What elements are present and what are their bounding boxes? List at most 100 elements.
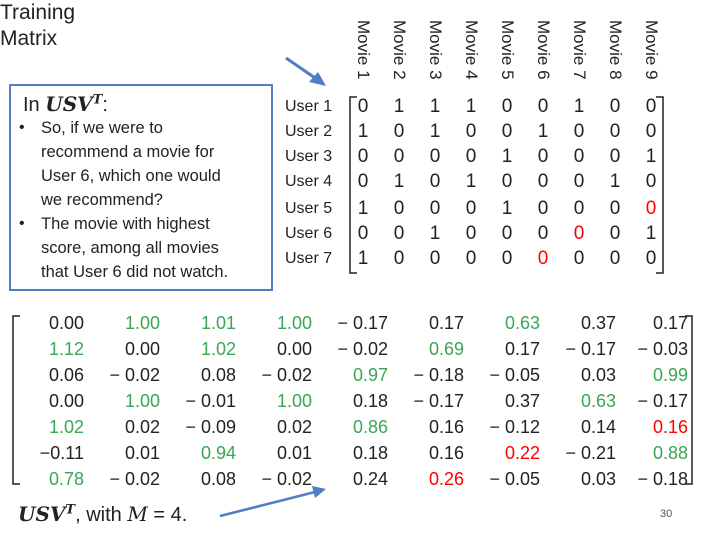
title-arrow (285, 56, 319, 82)
training-cell: 0 (573, 121, 585, 142)
bullet-text-line: recommend a movie for (41, 143, 215, 161)
result-cell: 0.00 (124, 339, 160, 359)
training-cell: 0 (393, 198, 405, 219)
page-title: Training Matrix (0, 1, 76, 50)
movie-header: Movie 8 (606, 20, 625, 80)
bottom-label: USVT, with M = 4. (18, 502, 188, 526)
result-cell: 0.16 (428, 417, 464, 437)
result-cell: 0.69 (428, 339, 464, 359)
result-cell: 0.37 (580, 313, 616, 333)
training-cell: 1 (465, 96, 477, 117)
training-cell: 1 (609, 171, 621, 192)
result-cell: 0.02 (276, 417, 312, 437)
training-cell: 0 (537, 223, 549, 244)
result-cell: − 0.02 (337, 339, 388, 359)
training-cell: 0 (393, 121, 405, 142)
result-cell: 0.02 (124, 417, 160, 437)
training-cell: 0 (465, 248, 477, 269)
result-cell: 1.12 (48, 339, 84, 359)
training-cell: 1 (573, 96, 585, 117)
training-cell: 0 (645, 96, 657, 117)
result-cell: 0.78 (48, 469, 84, 489)
result-cell: 0.26 (428, 469, 464, 489)
training-cell: 0 (645, 248, 657, 269)
training-cell: 1 (537, 121, 549, 142)
training-cell: 0 (465, 121, 477, 142)
training-cell: 0 (429, 146, 441, 167)
result-right-bracket (685, 315, 693, 485)
result-cell: − 0.05 (489, 469, 540, 489)
training-cell: 0 (609, 146, 621, 167)
training-right-bracket (656, 96, 664, 274)
page-number: 30 (660, 508, 673, 520)
training-cell: 0 (465, 198, 477, 219)
result-cell: 0.63 (504, 313, 540, 333)
result-cell: − 0.17 (337, 313, 388, 333)
training-cell: 0 (357, 171, 369, 192)
training-cell: 0 (429, 171, 441, 192)
training-cell: 0 (573, 223, 585, 244)
training-cell: 0 (537, 146, 549, 167)
training-cell: 0 (609, 248, 621, 269)
title-arrow-head (309, 72, 326, 86)
result-cell: 1.01 (200, 313, 236, 333)
callout-box: In USVT: • So, if we were to recommend a m… (9, 84, 273, 291)
result-cell: 0.16 (428, 443, 464, 463)
movie-header: Movie 1 (354, 20, 373, 80)
result-cell: 0.01 (276, 443, 312, 463)
result-cell: − 0.05 (489, 365, 540, 385)
user-label: User 5 (285, 200, 333, 217)
training-cell: 0 (357, 96, 369, 117)
result-cell: − 0.02 (261, 365, 312, 385)
bullet-text-line: So, if we were to (41, 119, 163, 137)
result-cell: − 0.01 (185, 391, 236, 411)
movie-header: Movie 7 (570, 20, 589, 80)
training-cell: 0 (609, 223, 621, 244)
training-cell: 1 (357, 248, 369, 269)
bullet-text-line: The movie with highest (41, 215, 210, 233)
training-cell: 0 (357, 223, 369, 244)
training-cell: 0 (609, 96, 621, 117)
result-cell: − 0.17 (565, 339, 616, 359)
bullet-text-line: User 6, which one would (41, 167, 221, 185)
result-cell: 1.00 (124, 391, 160, 411)
training-cell: 1 (429, 96, 441, 117)
result-cell: 0.16 (652, 417, 688, 437)
result-cell: 0.22 (504, 443, 540, 463)
result-cell: 0.00 (48, 391, 84, 411)
user-label: User 2 (285, 123, 333, 140)
bottom-arrow-head (312, 486, 326, 498)
user-label: User 4 (285, 173, 333, 190)
training-cell: 0 (501, 248, 513, 269)
movie-header: Movie 4 (462, 20, 481, 80)
training-cell: 1 (357, 121, 369, 142)
movie-header: Movie 6 (534, 20, 553, 80)
training-cell: 1 (357, 198, 369, 219)
result-cell: 0.08 (200, 365, 236, 385)
result-cell: 0.03 (580, 469, 616, 489)
result-cell: 1.00 (276, 391, 312, 411)
training-left-bracket (349, 96, 357, 274)
result-cell: − 0.02 (261, 469, 312, 489)
result-cell: 0.00 (276, 339, 312, 359)
result-cell: 0.18 (352, 443, 388, 463)
training-cell: 1 (501, 198, 513, 219)
training-cell: 1 (645, 146, 657, 167)
result-cell: − 0.17 (413, 391, 464, 411)
training-cell: 1 (501, 146, 513, 167)
training-cell: 0 (537, 171, 549, 192)
training-cell: 0 (501, 121, 513, 142)
result-cell: 0.99 (652, 365, 688, 385)
bottom-arrow (219, 490, 316, 518)
result-cell: 0.17 (428, 313, 464, 333)
training-cell: 0 (609, 121, 621, 142)
result-cell: − 0.17 (637, 391, 688, 411)
training-cell: 0 (573, 146, 585, 167)
training-cell: 0 (429, 248, 441, 269)
result-cell: − 0.18 (637, 469, 688, 489)
bullet-text-line: score, among all movies (41, 239, 219, 257)
user-label: User 1 (285, 98, 333, 115)
result-cell: 1.00 (124, 313, 160, 333)
training-cell: 1 (465, 171, 477, 192)
